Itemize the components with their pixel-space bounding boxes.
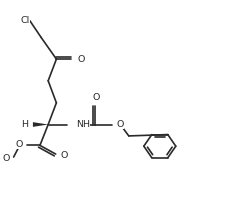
Text: NH: NH xyxy=(76,120,90,129)
Text: Cl: Cl xyxy=(20,16,29,25)
Text: O: O xyxy=(117,120,124,129)
Text: H: H xyxy=(21,120,28,129)
Text: O: O xyxy=(16,140,23,149)
Text: O: O xyxy=(3,154,10,163)
Text: O: O xyxy=(60,151,68,160)
Polygon shape xyxy=(33,122,48,127)
Text: O: O xyxy=(78,55,85,64)
Text: O: O xyxy=(93,93,100,102)
